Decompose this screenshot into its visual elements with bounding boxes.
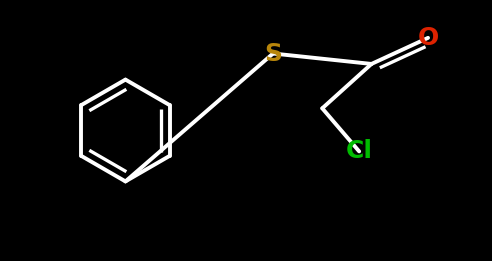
Text: Cl: Cl bbox=[346, 139, 372, 163]
Text: S: S bbox=[264, 41, 282, 66]
Text: O: O bbox=[417, 26, 439, 50]
